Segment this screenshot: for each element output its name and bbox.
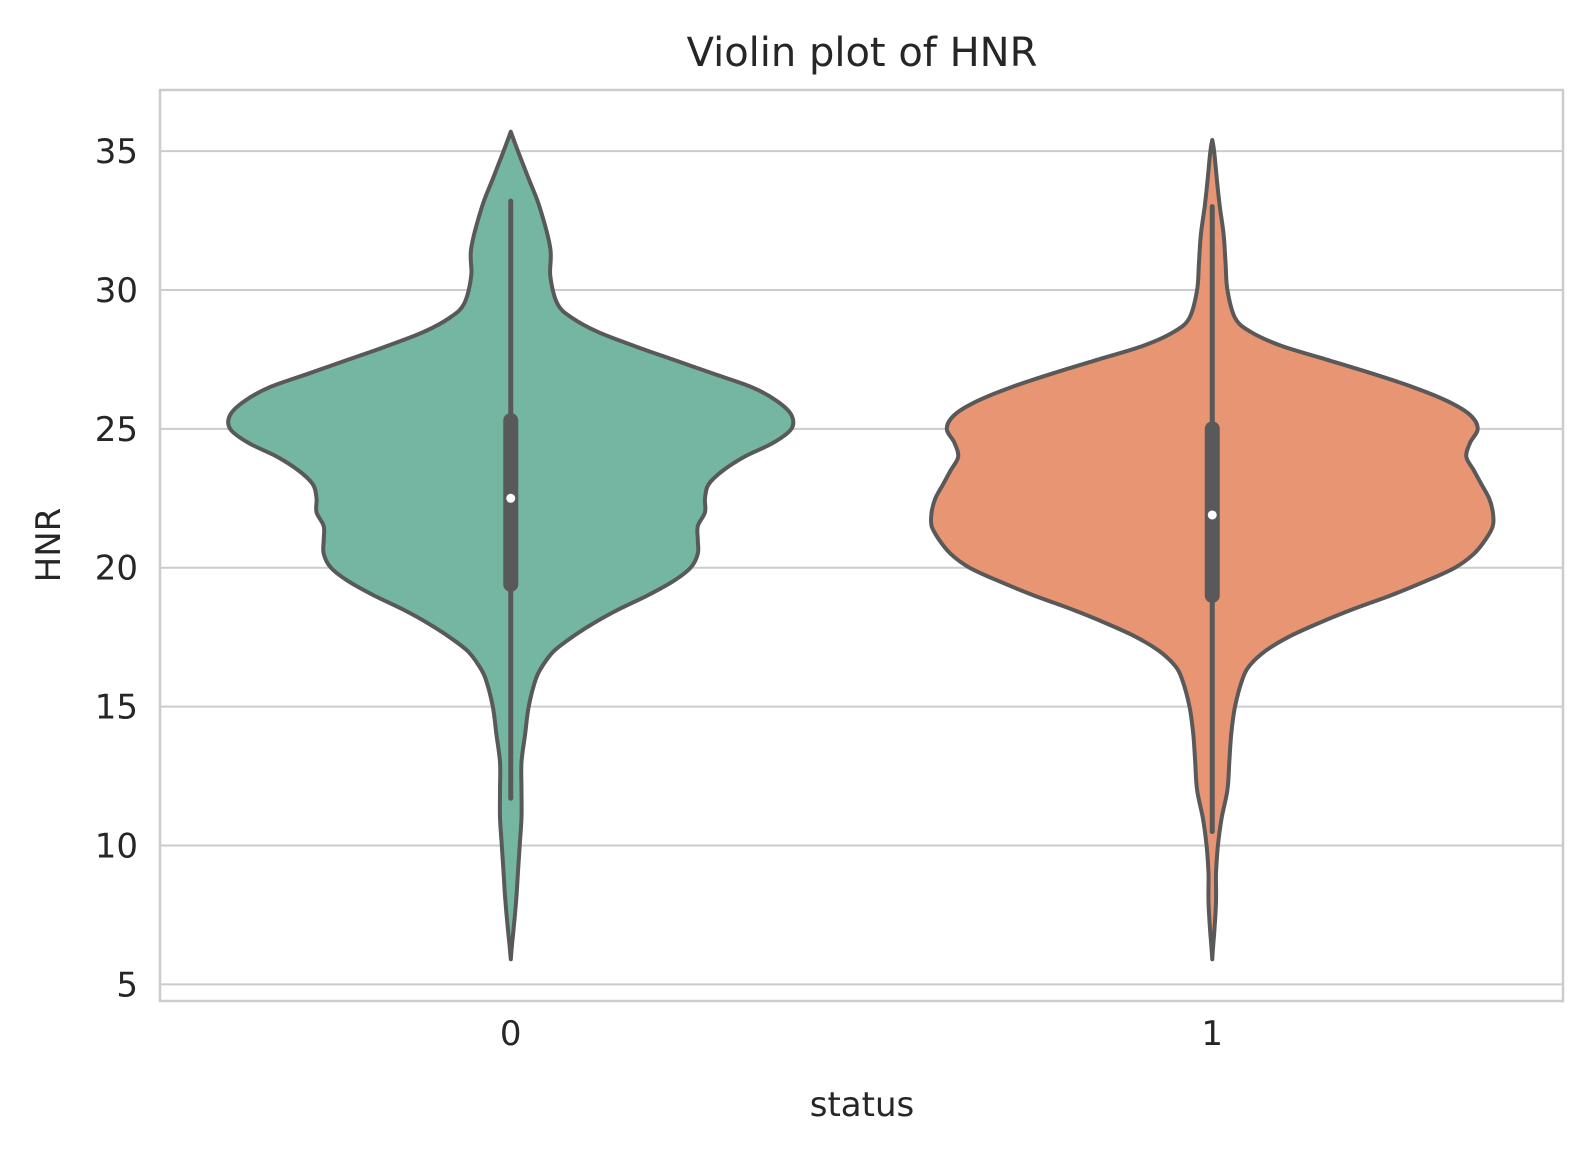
- y-tick-label: 10: [95, 826, 138, 866]
- y-tick-label: 5: [116, 965, 138, 1005]
- y-tick-label: 35: [95, 132, 138, 172]
- y-tick-label: 20: [95, 549, 138, 589]
- violin-median-point: [1207, 510, 1217, 520]
- chart-title: Violin plot of HNR: [687, 30, 1038, 76]
- violin-median-point: [506, 493, 516, 503]
- y-tick-label: 30: [95, 271, 138, 311]
- tick-layer: 5 10 15 20 25 30 35 0 1: [95, 132, 1223, 1054]
- x-tick-label: 0: [500, 1014, 522, 1054]
- y-tick-label: 25: [95, 410, 138, 450]
- violin-layer: [226, 129, 1496, 962]
- x-axis-label: status: [810, 1085, 914, 1125]
- plot-frame: [158, 88, 1565, 1003]
- y-axis-label: HNR: [29, 508, 69, 583]
- y-tick-label: 15: [95, 688, 138, 728]
- x-tick-label: 1: [1201, 1014, 1223, 1054]
